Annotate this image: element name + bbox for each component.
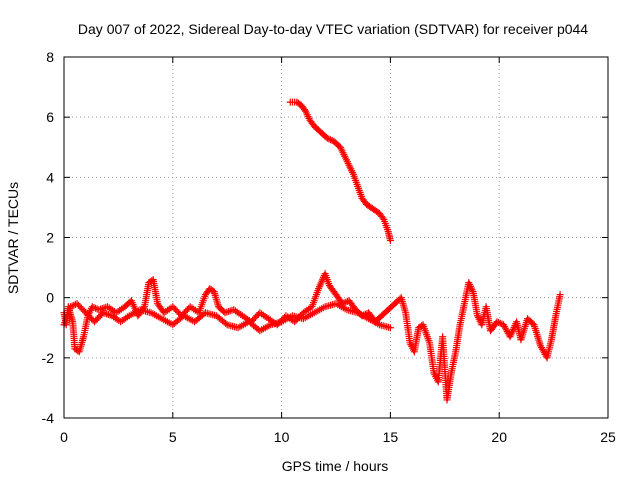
data-point bbox=[225, 308, 233, 316]
x-tick-label: 25 bbox=[600, 429, 616, 445]
data-point bbox=[71, 300, 79, 308]
data-point bbox=[556, 291, 564, 299]
data-point bbox=[90, 303, 98, 311]
data-point bbox=[325, 135, 333, 143]
data-point bbox=[379, 214, 387, 222]
x-axis-label: GPS time / hours bbox=[282, 458, 389, 474]
x-tick-label: 0 bbox=[60, 429, 68, 445]
data-point bbox=[228, 306, 236, 314]
data-point bbox=[323, 134, 331, 142]
data-point bbox=[92, 304, 100, 312]
data-point bbox=[493, 318, 501, 326]
data-point bbox=[386, 324, 394, 332]
data-points bbox=[60, 98, 564, 404]
y-tick-label: 6 bbox=[46, 109, 54, 125]
y-tick-label: 8 bbox=[46, 49, 54, 65]
data-point bbox=[495, 318, 503, 326]
x-tick-label: 10 bbox=[274, 429, 290, 445]
data-point bbox=[496, 319, 504, 327]
grid-lines bbox=[64, 57, 608, 418]
series-satellite-track-high-band bbox=[286, 98, 394, 245]
data-point bbox=[386, 237, 394, 245]
series-satellite-track-low-band bbox=[60, 270, 564, 404]
x-tick-label: 20 bbox=[491, 429, 507, 445]
series-satellite-track-mid-band bbox=[60, 300, 394, 335]
data-point bbox=[327, 136, 335, 144]
y-tick-label: 2 bbox=[46, 230, 54, 246]
x-tick-label: 5 bbox=[169, 429, 177, 445]
y-tick-label: 0 bbox=[46, 290, 54, 306]
data-point bbox=[340, 299, 348, 307]
y-tick-label: -2 bbox=[42, 350, 55, 366]
x-tick-label: 15 bbox=[383, 429, 399, 445]
data-point bbox=[103, 310, 111, 318]
y-tick-label: -4 bbox=[42, 410, 55, 426]
data-point bbox=[67, 303, 75, 311]
y-tick-label: 4 bbox=[46, 169, 54, 185]
data-point bbox=[68, 302, 76, 310]
chart-title: Day 007 of 2022, Sidereal Day-to-day VTE… bbox=[78, 21, 588, 37]
y-axis-ticks: -4 -2 0 2 4 6 8 bbox=[42, 49, 608, 426]
x-axis-ticks: 0 5 10 15 20 25 bbox=[60, 57, 616, 445]
y-axis-label: SDTVAR / TECUs bbox=[5, 182, 21, 294]
data-point bbox=[88, 303, 96, 311]
